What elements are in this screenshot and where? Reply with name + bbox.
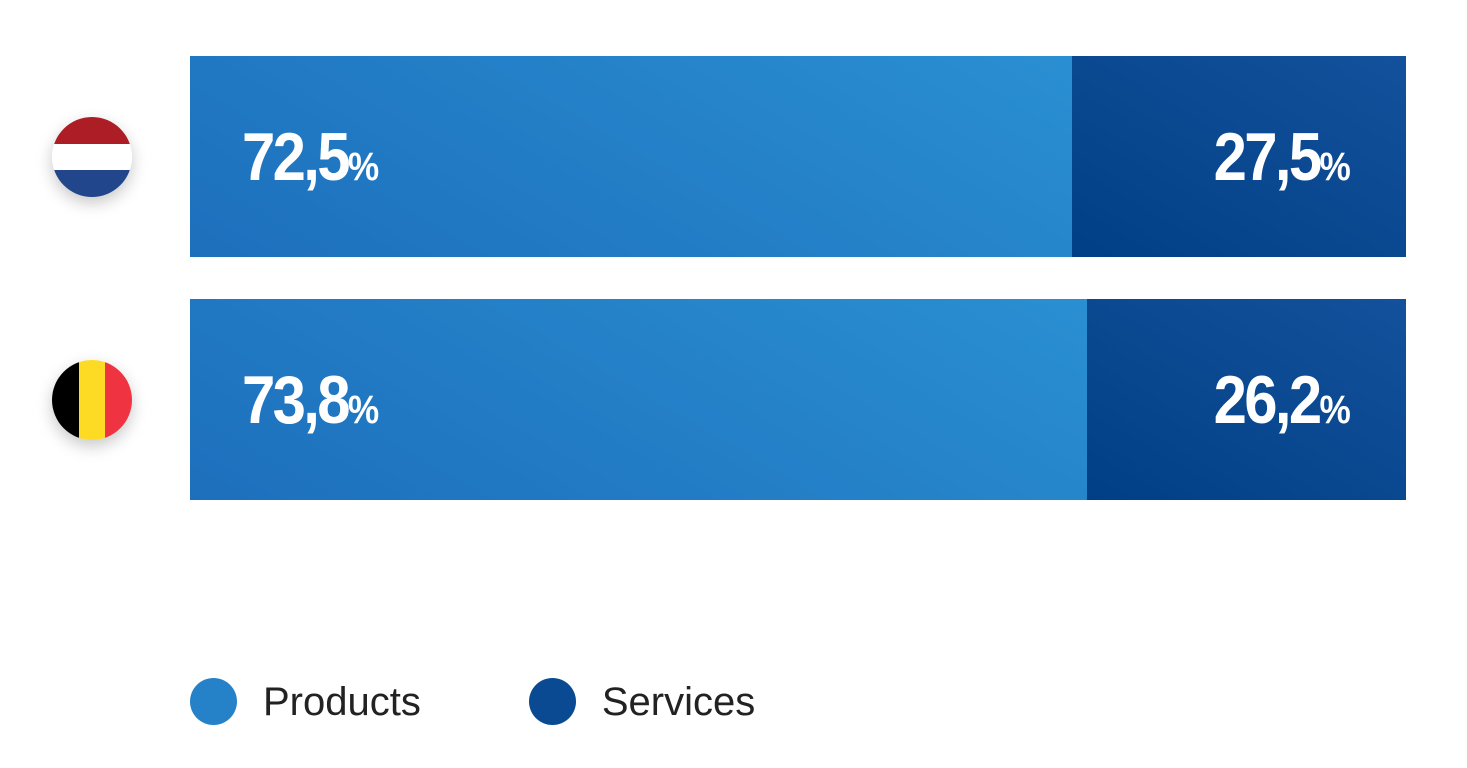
belgium-flag-icon bbox=[52, 360, 132, 440]
data-label-services-belgium: 26,2% bbox=[1213, 361, 1351, 438]
bar-row-belgium: 73,8% 26,2% bbox=[190, 299, 1406, 500]
bar-row-netherlands: 72,5% 27,5% bbox=[190, 56, 1406, 257]
legend: Products Services bbox=[190, 678, 863, 725]
data-label-products-netherlands: 72,5% bbox=[242, 118, 379, 195]
data-label-services-netherlands: 27,5% bbox=[1213, 118, 1351, 195]
legend-swatch-products bbox=[190, 678, 237, 725]
bar-segment-products-belgium: 73,8% bbox=[190, 299, 1088, 500]
legend-item-products: Products bbox=[190, 678, 421, 725]
bar-segment-products-netherlands: 72,5% bbox=[190, 56, 1072, 257]
data-label-products-belgium: 73,8% bbox=[242, 361, 379, 438]
netherlands-flag-icon bbox=[52, 117, 132, 197]
bar-segment-services-netherlands: 27,5% bbox=[1071, 56, 1406, 257]
legend-swatch-services bbox=[528, 678, 576, 725]
legend-item-services: Services bbox=[528, 678, 756, 725]
legend-label-services: Services bbox=[601, 679, 756, 724]
bar-segment-services-belgium: 26,2% bbox=[1087, 299, 1406, 500]
legend-label-products: Products bbox=[263, 679, 421, 724]
